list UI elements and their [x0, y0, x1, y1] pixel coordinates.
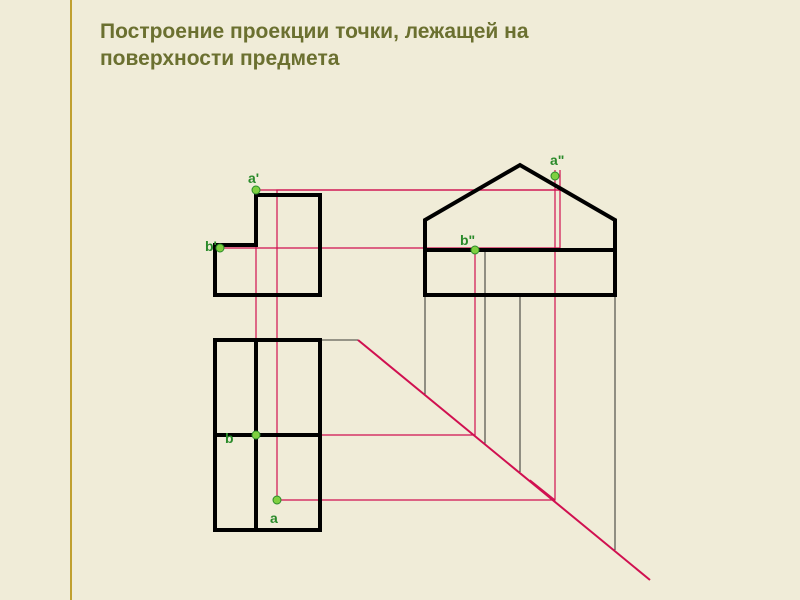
front-view	[215, 195, 320, 295]
point-a-double	[551, 172, 559, 180]
projection-line	[256, 190, 475, 435]
point-b-prime	[216, 244, 224, 252]
drawing-canvas	[0, 0, 800, 600]
projection-lines	[215, 170, 560, 500]
label-a: a	[270, 510, 278, 526]
projection-line	[215, 170, 560, 248]
point-a	[273, 496, 281, 504]
point-a-prime	[252, 186, 260, 194]
label-b: b	[225, 430, 234, 446]
projection-line	[530, 480, 555, 500]
label-a-double: a"	[550, 152, 564, 168]
label-b-prime: b'	[205, 238, 217, 254]
point-b	[252, 431, 260, 439]
label-a-prime: a'	[248, 170, 259, 186]
side-view	[425, 165, 615, 295]
label-b-double: b"	[460, 232, 475, 248]
miter-line	[358, 340, 650, 580]
